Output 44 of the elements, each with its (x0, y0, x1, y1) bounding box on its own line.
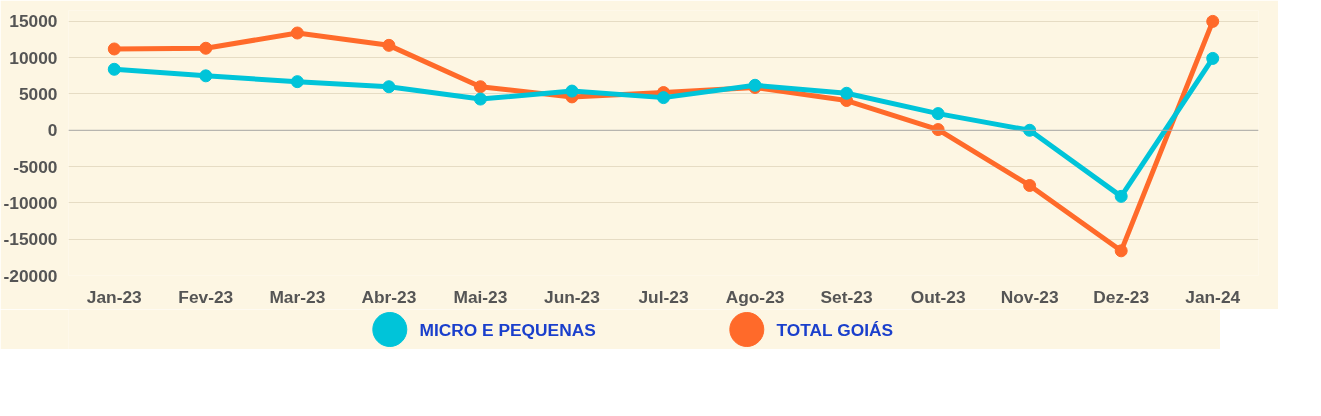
y-tick-label: 0 (47, 120, 58, 141)
point (565, 84, 579, 98)
x-tick-label: Nov-23 (1000, 286, 1059, 307)
x-tick-label: Out-23 (910, 286, 966, 307)
x-tick-label: Jan-24 (1185, 286, 1241, 307)
point (1023, 178, 1037, 192)
point (1206, 14, 1220, 28)
point (199, 69, 213, 83)
y-tick-label: -5000 (13, 156, 58, 177)
x-tick-label: Jun-23 (544, 286, 601, 307)
x-tick-label: Mai-23 (453, 286, 508, 307)
y-tick-label: 5000 (18, 83, 58, 104)
y-tick-label: -15000 (3, 229, 58, 250)
x-tick-label: Abr-23 (361, 286, 417, 307)
x-tick-label: Mar-23 (269, 286, 326, 307)
point (382, 38, 396, 52)
legend-label: TOTAL GOIÁS (776, 319, 894, 340)
x-tick-label: Set-23 (820, 286, 873, 307)
point (931, 107, 945, 121)
point (290, 75, 304, 89)
legend-label: MICRO E PEQUENAS (419, 319, 596, 340)
y-tick-label: 15000 (9, 11, 58, 32)
point (931, 123, 945, 137)
y-tick-label: 10000 (9, 47, 58, 68)
y-tick-label: -20000 (3, 265, 58, 286)
point (382, 80, 396, 94)
point (1023, 123, 1037, 137)
point (1206, 51, 1220, 65)
x-tick-label: Fev-23 (178, 286, 234, 307)
point (290, 26, 304, 40)
point (107, 42, 121, 56)
x-tick-label: Jul-23 (638, 286, 689, 307)
point (1114, 189, 1128, 203)
point (473, 92, 487, 106)
point (199, 41, 213, 55)
x-tick-label: Jan-23 (86, 286, 143, 307)
point (1114, 244, 1128, 258)
x-tick-label: Dez-23 (1093, 286, 1150, 307)
point (473, 80, 487, 94)
y-tick-label: -10000 (3, 192, 58, 213)
point (107, 62, 121, 76)
point (840, 86, 854, 100)
point (657, 91, 670, 105)
x-tick-label: Ago-23 (725, 286, 785, 307)
